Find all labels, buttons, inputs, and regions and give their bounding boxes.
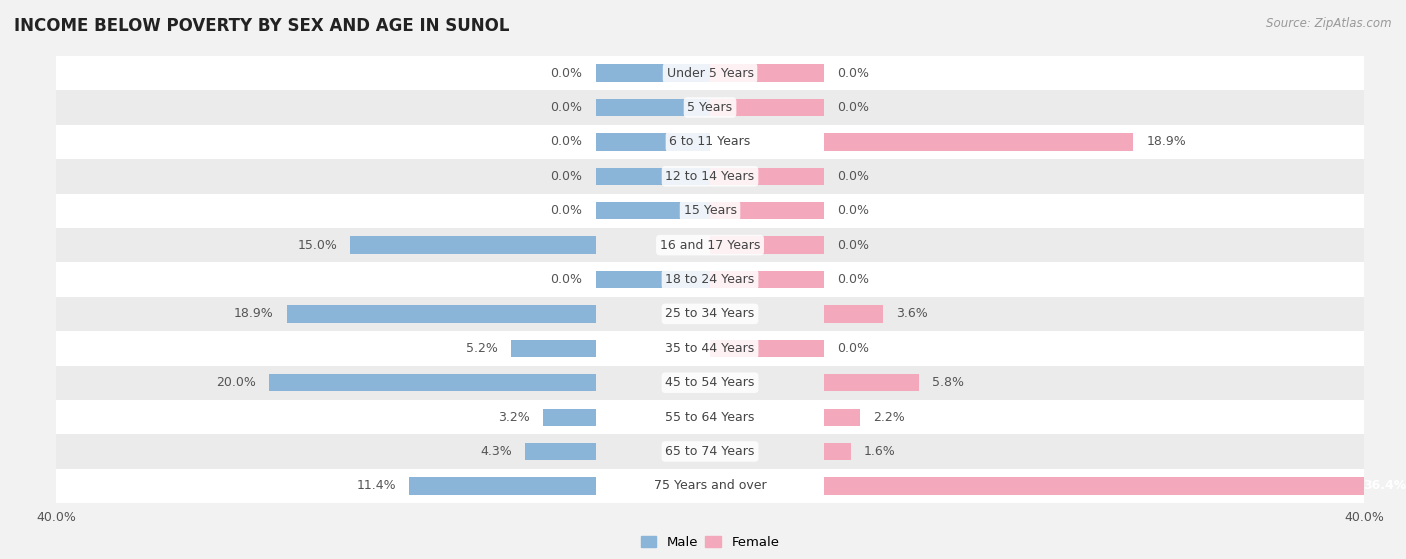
- Text: 3.6%: 3.6%: [897, 307, 928, 320]
- Bar: [526, 443, 596, 460]
- Text: 0.0%: 0.0%: [838, 101, 869, 114]
- Bar: [710, 99, 824, 116]
- Text: 55 to 64 Years: 55 to 64 Years: [665, 411, 755, 424]
- Bar: [510, 340, 596, 357]
- Bar: [56, 262, 1364, 297]
- Bar: [56, 331, 1364, 366]
- Text: 0.0%: 0.0%: [551, 67, 582, 79]
- Bar: [596, 202, 710, 219]
- Text: 0.0%: 0.0%: [551, 273, 582, 286]
- Text: 0.0%: 0.0%: [838, 273, 869, 286]
- Text: 18.9%: 18.9%: [1146, 135, 1187, 148]
- Bar: [824, 409, 860, 426]
- Bar: [269, 374, 596, 391]
- Bar: [710, 236, 824, 254]
- Bar: [56, 366, 1364, 400]
- Bar: [710, 271, 824, 288]
- Text: 5.8%: 5.8%: [932, 376, 965, 389]
- Bar: [710, 340, 824, 357]
- Text: 6 to 11 Years: 6 to 11 Years: [669, 135, 751, 148]
- Bar: [56, 468, 1364, 503]
- Text: 25 to 34 Years: 25 to 34 Years: [665, 307, 755, 320]
- Text: 0.0%: 0.0%: [551, 101, 582, 114]
- Bar: [596, 64, 710, 82]
- Bar: [56, 297, 1364, 331]
- Bar: [543, 409, 596, 426]
- Text: 0.0%: 0.0%: [838, 204, 869, 217]
- Text: 3.2%: 3.2%: [499, 411, 530, 424]
- Bar: [824, 477, 1406, 495]
- Text: 45 to 54 Years: 45 to 54 Years: [665, 376, 755, 389]
- Text: 15 Years: 15 Years: [683, 204, 737, 217]
- Text: 2.2%: 2.2%: [873, 411, 905, 424]
- Bar: [710, 202, 824, 219]
- Text: 16 and 17 Years: 16 and 17 Years: [659, 239, 761, 252]
- Text: Source: ZipAtlas.com: Source: ZipAtlas.com: [1267, 17, 1392, 30]
- Bar: [824, 305, 883, 323]
- Bar: [824, 133, 1133, 150]
- Bar: [56, 91, 1364, 125]
- Legend: Male, Female: Male, Female: [636, 531, 785, 555]
- Text: 0.0%: 0.0%: [551, 170, 582, 183]
- Text: 15.0%: 15.0%: [298, 239, 337, 252]
- Bar: [824, 374, 920, 391]
- Text: 1.6%: 1.6%: [863, 445, 896, 458]
- Bar: [824, 443, 851, 460]
- Text: INCOME BELOW POVERTY BY SEX AND AGE IN SUNOL: INCOME BELOW POVERTY BY SEX AND AGE IN S…: [14, 17, 509, 35]
- Text: 35 to 44 Years: 35 to 44 Years: [665, 342, 755, 355]
- Bar: [56, 56, 1364, 91]
- Text: 0.0%: 0.0%: [838, 170, 869, 183]
- Bar: [56, 125, 1364, 159]
- Text: 11.4%: 11.4%: [357, 480, 396, 492]
- Bar: [350, 236, 596, 254]
- Text: 18 to 24 Years: 18 to 24 Years: [665, 273, 755, 286]
- Text: 5 Years: 5 Years: [688, 101, 733, 114]
- Bar: [56, 159, 1364, 193]
- Bar: [56, 400, 1364, 434]
- Bar: [287, 305, 596, 323]
- Bar: [596, 99, 710, 116]
- Text: Under 5 Years: Under 5 Years: [666, 67, 754, 79]
- Text: 5.2%: 5.2%: [465, 342, 498, 355]
- Bar: [56, 193, 1364, 228]
- Bar: [56, 228, 1364, 262]
- Bar: [710, 64, 824, 82]
- Bar: [596, 271, 710, 288]
- Text: 65 to 74 Years: 65 to 74 Years: [665, 445, 755, 458]
- Text: 0.0%: 0.0%: [838, 342, 869, 355]
- Text: 18.9%: 18.9%: [233, 307, 274, 320]
- Bar: [710, 168, 824, 185]
- Text: 0.0%: 0.0%: [838, 67, 869, 79]
- Bar: [596, 168, 710, 185]
- Text: 36.4%: 36.4%: [1362, 480, 1406, 492]
- Text: 75 Years and over: 75 Years and over: [654, 480, 766, 492]
- Bar: [409, 477, 596, 495]
- Text: 0.0%: 0.0%: [551, 135, 582, 148]
- Text: 4.3%: 4.3%: [481, 445, 512, 458]
- Bar: [56, 434, 1364, 468]
- Text: 20.0%: 20.0%: [215, 376, 256, 389]
- Text: 12 to 14 Years: 12 to 14 Years: [665, 170, 755, 183]
- Bar: [596, 133, 710, 150]
- Text: 0.0%: 0.0%: [838, 239, 869, 252]
- Text: 0.0%: 0.0%: [551, 204, 582, 217]
